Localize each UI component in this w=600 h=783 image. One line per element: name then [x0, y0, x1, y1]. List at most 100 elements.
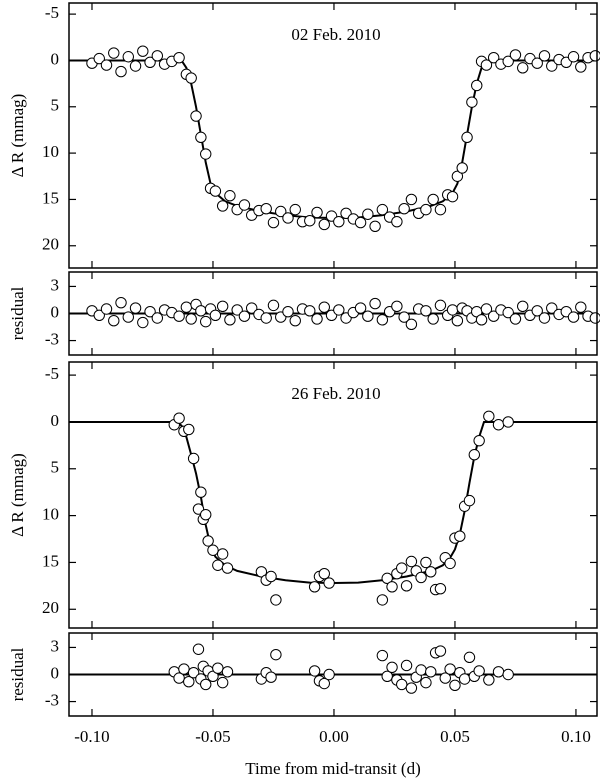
data-point	[200, 508, 212, 521]
data-point	[492, 419, 505, 431]
data-point	[260, 312, 272, 324]
data-point	[207, 544, 219, 556]
data-point	[420, 676, 432, 689]
data-point	[180, 301, 193, 313]
y-tick-label: 20	[42, 235, 59, 254]
data-point	[323, 577, 335, 589]
data-point	[415, 571, 427, 584]
data-point	[405, 318, 418, 331]
data-point	[400, 659, 413, 672]
data-point	[173, 310, 185, 322]
y-tick-label: 0	[51, 663, 60, 682]
y-tick-label: 0	[51, 49, 60, 68]
y-tick-label: 0	[51, 411, 60, 430]
data-point	[195, 305, 207, 317]
data-point	[212, 662, 224, 674]
x-tick-label: -0.10	[74, 727, 109, 746]
data-point	[267, 216, 280, 229]
data-point	[405, 682, 418, 694]
data-point	[129, 60, 142, 72]
data-point	[221, 562, 234, 574]
data-point	[108, 315, 120, 327]
data-point	[427, 193, 439, 206]
data-point	[381, 572, 393, 585]
data-point	[376, 594, 389, 606]
data-point	[538, 312, 551, 324]
y-tick-label: 10	[42, 505, 59, 524]
data-point	[308, 665, 321, 677]
data-point	[255, 566, 268, 578]
plot-frame	[68, 361, 598, 629]
data-point	[200, 315, 212, 328]
data-point	[396, 678, 408, 691]
data-point	[446, 304, 459, 316]
data-point	[178, 663, 190, 675]
data-point	[451, 170, 464, 182]
y-axis-label: Δ R (mmag)	[8, 94, 27, 178]
data-point	[173, 51, 185, 64]
data-point	[144, 305, 156, 318]
data-point	[224, 314, 236, 326]
data-point	[502, 55, 514, 68]
data-point	[444, 663, 456, 675]
data-point	[282, 305, 294, 318]
model-line	[69, 420, 597, 585]
data-point	[137, 316, 149, 329]
data-point	[93, 309, 105, 322]
plot-frame	[68, 632, 598, 717]
data-point	[318, 677, 330, 690]
plot-frame	[68, 271, 598, 356]
y-tick-label: 15	[42, 188, 59, 207]
data-point	[304, 305, 316, 317]
data-point	[318, 567, 330, 580]
data-point	[323, 668, 335, 681]
data-point	[200, 678, 212, 691]
data-point	[386, 581, 398, 593]
x-tick-label: 0.10	[561, 727, 591, 746]
data-point	[531, 305, 543, 317]
data-point	[282, 212, 294, 224]
data-point	[589, 50, 600, 62]
data-point	[471, 79, 483, 92]
data-point	[376, 314, 389, 326]
y-tick-label: -5	[45, 364, 59, 383]
y-tick-label: 3	[51, 275, 60, 294]
data-point	[376, 203, 389, 216]
plot-frame	[68, 2, 598, 269]
data-point	[396, 562, 408, 574]
data-point	[425, 666, 437, 678]
data-point	[187, 452, 200, 465]
y-axis-label: residual	[8, 647, 27, 701]
data-point	[238, 310, 251, 322]
data-point	[487, 310, 500, 322]
panel-title: 02 Feb. 2010	[291, 25, 380, 44]
data-point	[376, 649, 389, 662]
data-point	[144, 56, 156, 69]
y-tick-label: 10	[42, 142, 59, 161]
model-line	[69, 59, 597, 219]
data-point	[369, 220, 381, 233]
data-point	[461, 131, 473, 144]
data-point	[209, 185, 222, 197]
data-point	[458, 673, 471, 685]
data-point	[391, 300, 403, 312]
data-point	[456, 162, 468, 174]
data-point	[108, 47, 120, 59]
data-point	[216, 548, 229, 560]
data-point	[183, 676, 195, 688]
y-tick-label: 0	[51, 302, 60, 321]
data-point	[318, 218, 330, 231]
data-point	[425, 566, 437, 578]
data-point	[115, 296, 127, 309]
data-point	[100, 59, 113, 71]
data-point	[546, 60, 558, 72]
data-point	[420, 203, 432, 216]
data-point	[187, 666, 200, 679]
data-point	[200, 148, 212, 160]
y-axis-label: residual	[8, 286, 27, 340]
data-point	[245, 302, 258, 314]
data-point	[221, 666, 234, 678]
y-tick-label: -5	[45, 3, 59, 22]
data-point	[216, 300, 229, 312]
data-point	[449, 679, 461, 692]
